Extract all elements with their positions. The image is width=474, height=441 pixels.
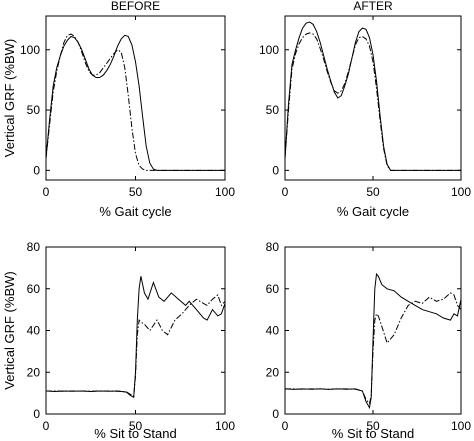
axes-frame <box>45 15 226 181</box>
y-tick-label: 80 <box>27 240 41 254</box>
panel-title: BEFORE <box>111 0 160 13</box>
x-tick-label: 100 <box>215 185 235 199</box>
x-tick-label: 50 <box>366 419 380 433</box>
y-axis-label: Vertical GRF (%BW) <box>2 39 17 157</box>
series-line-solid <box>45 34 225 171</box>
chart-panel-3: 0 50 100 0 20 40 60 80 % Sit to Stand Vertical GR… <box>2 240 235 441</box>
x-tick-label: 0 <box>282 419 289 433</box>
axes-frame <box>45 246 226 415</box>
x-tick-label: 100 <box>451 185 471 199</box>
y-axis-label: Vertical GRF (%BW) <box>2 271 17 389</box>
x-tick-label: 0 <box>282 185 289 199</box>
series-line-dash-dot <box>46 294 226 398</box>
x-axis-label: % Gait cycle <box>337 204 409 219</box>
y-tick-label: 100 <box>20 43 40 57</box>
series-line-dash-dot <box>285 292 462 405</box>
x-axis-label: % Gait cycle <box>99 204 171 219</box>
y-tick-label: 50 <box>266 103 280 117</box>
y-tick-label: 100 <box>259 43 279 57</box>
axes-frame <box>284 15 462 181</box>
x-tick-label: 100 <box>451 419 471 433</box>
y-tick-label: 20 <box>266 365 280 379</box>
chart-panel-1: 0 50 100 0 50 100 BEFORE % Gait cycle Vertical G… <box>2 0 235 219</box>
y-tick-label: 40 <box>27 324 41 338</box>
y-tick-label: 60 <box>27 282 41 296</box>
y-tick-label: 0 <box>33 163 40 177</box>
x-tick-label: 50 <box>366 185 380 199</box>
y-tick-label: 0 <box>272 163 279 177</box>
y-tick-label: 0 <box>33 407 40 421</box>
y-tick-label: 60 <box>266 282 280 296</box>
x-tick-label: 50 <box>129 185 143 199</box>
series-line-solid <box>284 272 462 410</box>
series-line-solid <box>284 21 461 171</box>
series-line-dash-dot <box>284 32 461 171</box>
y-tick-label: 80 <box>266 240 280 254</box>
chart-panel-2: 0 50 100 0 50 100 AFTER % Gait cycle <box>259 0 471 219</box>
y-tick-label: 40 <box>266 324 280 338</box>
x-axis-label: % Sit to Stand <box>94 426 176 441</box>
y-tick-label: 0 <box>272 407 279 421</box>
series-line-dash-dot <box>45 33 225 171</box>
x-axis-label: % Sit to Stand <box>332 426 414 441</box>
panel-title: AFTER <box>353 0 393 13</box>
y-tick-label: 20 <box>27 365 41 379</box>
chart-panel-4: 0 50 100 0 20 40 60 80 % Sit to Stand <box>266 240 472 441</box>
x-tick-label: 0 <box>43 185 50 199</box>
x-tick-label: 100 <box>215 419 235 433</box>
x-tick-label: 50 <box>129 419 143 433</box>
x-tick-label: 0 <box>43 419 50 433</box>
y-tick-label: 50 <box>27 103 41 117</box>
